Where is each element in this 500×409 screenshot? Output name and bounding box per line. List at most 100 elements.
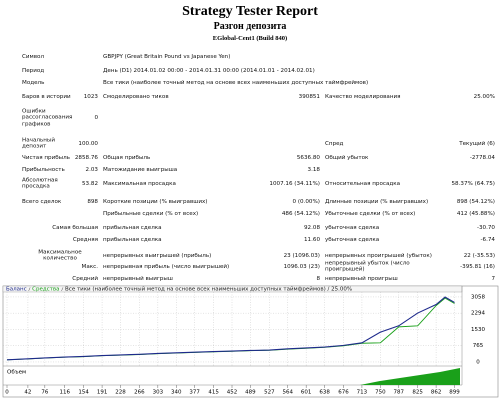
legend-entry: Баланс	[6, 287, 27, 293]
x-tick-label: 713	[357, 390, 368, 396]
x-tick-label: 377	[189, 390, 200, 396]
server-name: EGlobal-Cent1 (Build 840)	[212, 35, 288, 42]
table-cell: Матожидание выигрыша	[103, 166, 178, 173]
table-cell: 0 (0.00%)	[292, 198, 320, 205]
table-cell: Баров в истории	[22, 93, 71, 100]
x-tick-label: 638	[319, 390, 330, 396]
table-cell: Качество моделирования	[325, 93, 401, 100]
table-cell: Средняя	[72, 236, 98, 243]
x-tick-label: 601	[301, 390, 312, 396]
table-cell: Всего сделок	[22, 198, 62, 205]
x-tick-label: 340	[171, 390, 182, 396]
legend-entry: Средства	[32, 287, 59, 293]
table-cell: 1023	[83, 93, 98, 100]
table-cell: Короткие позиции (% выигравших)	[103, 198, 208, 205]
x-tick-label: 76	[41, 390, 48, 396]
x-tick-label: 154	[78, 390, 89, 396]
table-cell: 2.03	[85, 166, 98, 173]
x-tick-label: 825	[412, 390, 423, 396]
table-cell: 1007.16 (34.11%)	[269, 180, 320, 187]
table-cell: Средний	[72, 275, 98, 282]
table-cell: Все тики (наиболее точный метод на основ…	[103, 79, 369, 86]
table-cell: -395.81 (16)	[460, 263, 495, 270]
table-cell: -6.74	[480, 236, 495, 243]
table-cell: Период	[22, 67, 45, 74]
x-tick-label: 750	[375, 390, 386, 396]
table-cell: Начальный депозит	[22, 137, 55, 150]
series-line	[6, 296, 455, 361]
table-cell: 53.82	[81, 180, 98, 187]
x-tick-label: 787	[394, 390, 405, 396]
table-cell: прибыльная сделка	[103, 236, 162, 243]
table-cell: Прибыльность	[22, 166, 65, 173]
legend-separator	[28, 287, 31, 292]
y-tick-label: 765	[473, 343, 484, 349]
table-cell: 11.60	[303, 236, 320, 243]
table-cell: 100.00	[78, 140, 98, 147]
table-cell: Макс.	[81, 263, 99, 270]
y-tick-label: 1530	[471, 327, 485, 333]
table-cell: 898 (54.12%)	[456, 198, 495, 205]
table-cell: Убыточные сделки (% от всех)	[325, 210, 416, 217]
table-cell: Ошибки рассогласования графиков	[22, 108, 73, 128]
x-tick-label: 191	[97, 390, 108, 396]
x-tick-label: 489	[245, 390, 256, 396]
table-cell: 92.08	[303, 224, 320, 231]
x-tick-label: 303	[153, 390, 164, 396]
volume-label: Объем	[7, 370, 26, 376]
x-tick-label: 527	[264, 390, 275, 396]
table-cell: непрерывный убыток (число проигрышей)	[325, 260, 410, 273]
table-cell: 8	[316, 275, 320, 282]
table-cell: непрерывный проигрыш	[325, 275, 398, 282]
table-cell: Символ	[22, 53, 45, 60]
x-tick-label: 452	[227, 390, 238, 396]
table-cell: 3.18	[307, 166, 320, 173]
table-cell: 23 (1096.03)	[283, 252, 320, 259]
table-cell: Смоделировано тиков	[103, 93, 169, 100]
table-cell: Прибыльные сделки (% от всех)	[103, 210, 199, 217]
table-cell: Длинные позиции (% выигравших)	[325, 198, 429, 205]
table-cell: GBPJPY (Great Britain Pound vs Japanese …	[103, 53, 231, 60]
x-tick-label: 899	[449, 390, 460, 396]
table-cell: 5636.80	[296, 154, 320, 161]
table-cell: убыточная сделка	[325, 224, 380, 231]
report-subtitle: Разгон депозита	[213, 21, 287, 32]
table-cell: 390851	[298, 93, 320, 100]
table-cell: 486 (54.12%)	[281, 210, 320, 217]
x-tick-label: 116	[59, 390, 70, 396]
table-cell: 58.37% (64.75)	[451, 180, 496, 187]
x-tick-label: 676	[338, 390, 349, 396]
table-cell: 22 (-35.53)	[463, 252, 495, 259]
table-cell: непрерывная прибыль (число выигрышей)	[103, 263, 230, 270]
x-tick-label: 564	[283, 390, 294, 396]
table-cell: Абсолютная просадка	[22, 177, 58, 190]
table-cell: День (D1) 2014.01.02 00:00 - 2014.01.31 …	[103, 67, 315, 74]
table-cell: Максимальное количество	[38, 249, 82, 262]
y-tick-label: 2294	[471, 311, 485, 317]
table-cell: 0	[94, 114, 98, 121]
x-tick-label: 266	[134, 390, 145, 396]
table-cell: Текущий (6)	[459, 140, 495, 147]
table-cell: 898	[87, 198, 98, 205]
x-tick-label: 228	[115, 390, 126, 396]
x-tick-label: 415	[208, 390, 219, 396]
table-cell: Чистая прибыль	[22, 154, 70, 161]
x-tick-label: 862	[431, 390, 442, 396]
table-cell: Спред	[325, 140, 344, 147]
table-cell: Модель	[22, 79, 45, 86]
table-cell: -30.70	[476, 224, 495, 231]
table-cell: Общая прибыль	[103, 154, 151, 161]
table-cell: непрерывных проигрышей (убыток)	[325, 252, 432, 259]
y-tick-label: 0	[476, 359, 480, 365]
table-cell: непрерывный выигрыш	[103, 275, 173, 282]
table-cell: Общий убыток	[325, 154, 369, 161]
table-cell: Самая большая	[52, 224, 98, 231]
table-cell: Относительная просадка	[325, 180, 401, 187]
y-tick-label: 3058	[471, 294, 485, 300]
table-cell: 25.00%	[473, 93, 495, 100]
table-cell: убыточная сделка	[325, 236, 380, 243]
table-cell: непрерывных выигрышей (прибыль)	[103, 252, 212, 259]
table-cell: прибыльная сделка	[103, 224, 162, 231]
